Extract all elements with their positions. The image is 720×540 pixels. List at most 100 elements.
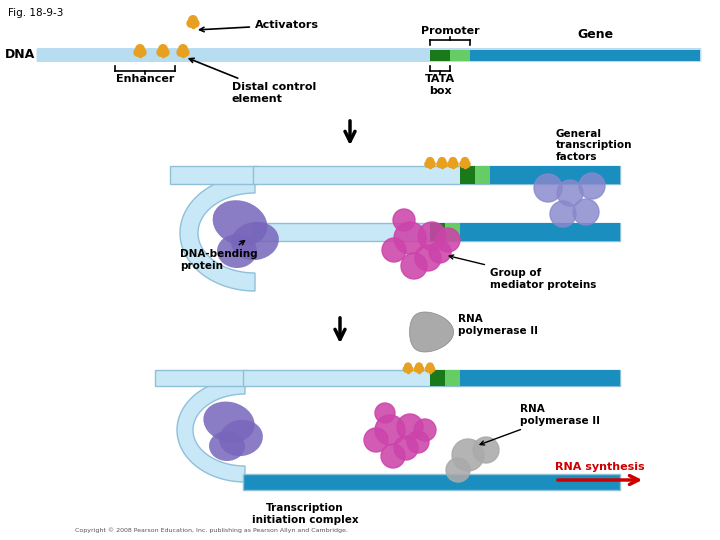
Text: RNA
polymerase II: RNA polymerase II	[458, 314, 538, 336]
Bar	[450, 50, 470, 60]
Text: Enhancer: Enhancer	[116, 75, 174, 84]
Text: Promoter: Promoter	[420, 25, 480, 36]
Circle shape	[429, 241, 451, 263]
Circle shape	[436, 228, 460, 252]
Text: Transcription
initiation complex: Transcription initiation complex	[252, 503, 359, 524]
Circle shape	[134, 49, 142, 56]
FancyBboxPatch shape	[37, 48, 701, 62]
Circle shape	[438, 158, 446, 165]
Ellipse shape	[203, 402, 255, 442]
Text: Gene: Gene	[577, 28, 613, 41]
Text: Group of
mediator proteins: Group of mediator proteins	[449, 255, 596, 289]
Circle shape	[177, 49, 185, 56]
Bar	[253, 223, 620, 241]
Circle shape	[161, 49, 169, 56]
Text: General
transcription
factors: General transcription factors	[556, 129, 632, 162]
Circle shape	[452, 439, 484, 471]
Circle shape	[451, 161, 458, 167]
Bar	[490, 166, 620, 184]
Polygon shape	[410, 312, 454, 352]
Bar	[155, 370, 247, 386]
Circle shape	[189, 16, 197, 24]
Circle shape	[394, 436, 418, 460]
Circle shape	[425, 161, 431, 167]
Bar	[429, 165, 431, 168]
Bar	[182, 54, 184, 57]
Circle shape	[557, 180, 583, 206]
Ellipse shape	[219, 420, 263, 456]
Bar	[460, 370, 620, 386]
Circle shape	[426, 158, 433, 165]
Circle shape	[426, 366, 431, 372]
Circle shape	[192, 19, 199, 27]
Ellipse shape	[231, 222, 279, 260]
Bar	[470, 50, 700, 60]
Circle shape	[403, 366, 410, 372]
Circle shape	[393, 209, 415, 231]
Circle shape	[534, 174, 562, 202]
Circle shape	[407, 431, 429, 453]
Text: RNA synthesis: RNA synthesis	[555, 462, 645, 472]
Circle shape	[397, 414, 423, 440]
Bar	[460, 223, 620, 241]
Circle shape	[381, 444, 405, 468]
Bar	[192, 25, 194, 28]
Ellipse shape	[217, 234, 257, 268]
Bar	[429, 370, 431, 373]
Bar	[452, 165, 454, 168]
Circle shape	[449, 158, 456, 165]
Circle shape	[473, 437, 499, 463]
Circle shape	[159, 45, 167, 53]
Bar	[162, 54, 164, 57]
Circle shape	[418, 366, 423, 372]
Text: DNA: DNA	[5, 49, 35, 62]
Circle shape	[446, 458, 470, 482]
Text: DNA-bending
protein: DNA-bending protein	[180, 241, 258, 271]
Circle shape	[394, 222, 426, 254]
Circle shape	[375, 415, 405, 445]
Polygon shape	[180, 175, 255, 291]
Circle shape	[157, 49, 165, 56]
Bar	[430, 50, 450, 60]
Bar	[460, 166, 475, 184]
Circle shape	[414, 419, 436, 441]
Bar	[253, 166, 620, 184]
Bar	[445, 223, 460, 241]
Circle shape	[418, 222, 446, 250]
Circle shape	[428, 161, 435, 167]
Circle shape	[364, 428, 388, 452]
Bar	[139, 54, 141, 57]
Circle shape	[462, 158, 469, 165]
Circle shape	[448, 161, 454, 167]
Bar	[441, 165, 443, 168]
Circle shape	[405, 363, 411, 370]
Circle shape	[579, 173, 605, 199]
Bar	[170, 166, 257, 184]
Circle shape	[415, 363, 423, 370]
Bar	[408, 370, 409, 373]
Circle shape	[187, 19, 194, 27]
Bar	[418, 370, 420, 373]
Circle shape	[415, 245, 441, 271]
Bar	[445, 370, 460, 386]
Circle shape	[414, 366, 420, 372]
Bar	[430, 370, 445, 386]
Circle shape	[382, 238, 406, 262]
Text: RNA
polymerase II: RNA polymerase II	[480, 404, 600, 445]
Ellipse shape	[212, 200, 267, 246]
Text: Fig. 18-9-3: Fig. 18-9-3	[8, 8, 63, 18]
Circle shape	[407, 366, 413, 372]
Polygon shape	[177, 378, 245, 482]
Circle shape	[138, 49, 146, 56]
Bar	[243, 370, 620, 386]
Bar	[430, 223, 445, 241]
Circle shape	[427, 363, 433, 370]
Circle shape	[460, 161, 467, 167]
Circle shape	[401, 253, 427, 279]
Circle shape	[136, 45, 144, 53]
Ellipse shape	[209, 431, 245, 461]
Circle shape	[428, 366, 435, 372]
Text: Distal control
element: Distal control element	[189, 58, 316, 104]
Text: Activators: Activators	[199, 20, 319, 32]
Text: Copyright © 2008 Pearson Education, Inc. publishing as Pearson Allyn and Cambrid: Copyright © 2008 Pearson Education, Inc.…	[75, 528, 348, 533]
